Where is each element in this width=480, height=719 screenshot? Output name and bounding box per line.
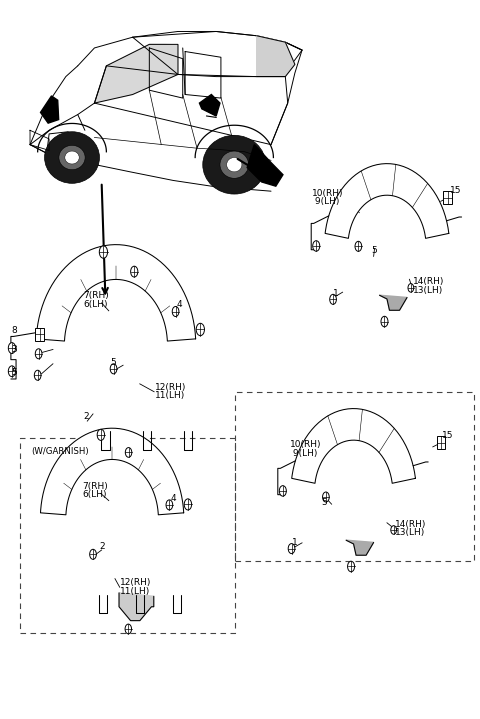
Bar xyxy=(444,191,452,204)
Polygon shape xyxy=(247,145,283,186)
Circle shape xyxy=(184,499,192,510)
Text: 11(LH): 11(LH) xyxy=(120,587,150,596)
Polygon shape xyxy=(30,114,85,145)
Text: 7(RH): 7(RH) xyxy=(83,482,108,490)
Polygon shape xyxy=(346,540,373,555)
Circle shape xyxy=(323,492,329,502)
Circle shape xyxy=(90,549,96,559)
Circle shape xyxy=(35,349,42,359)
Text: 14(RH): 14(RH) xyxy=(395,520,426,528)
Text: 5: 5 xyxy=(110,357,116,367)
Text: 4: 4 xyxy=(177,301,182,309)
Text: 9(LH): 9(LH) xyxy=(312,197,339,206)
Text: 10(RH): 10(RH) xyxy=(289,440,321,449)
Bar xyxy=(35,328,44,341)
Circle shape xyxy=(125,624,132,634)
Polygon shape xyxy=(40,96,59,123)
Polygon shape xyxy=(257,36,295,77)
Circle shape xyxy=(99,246,108,258)
Circle shape xyxy=(34,370,41,380)
Text: 4: 4 xyxy=(171,494,177,503)
Text: 14(RH): 14(RH) xyxy=(413,278,444,286)
Text: 10(RH): 10(RH) xyxy=(312,188,343,198)
Text: 5: 5 xyxy=(321,498,327,507)
Circle shape xyxy=(166,500,173,510)
Circle shape xyxy=(8,366,15,377)
Text: 13(LH): 13(LH) xyxy=(395,528,425,537)
Text: 15: 15 xyxy=(450,186,461,195)
Text: 6(LH): 6(LH) xyxy=(83,490,107,499)
Circle shape xyxy=(408,283,414,292)
Text: 7(RH): 7(RH) xyxy=(84,291,109,300)
Circle shape xyxy=(381,316,388,327)
Text: 2: 2 xyxy=(99,542,105,551)
Circle shape xyxy=(330,294,336,304)
Polygon shape xyxy=(36,244,196,341)
Text: 2: 2 xyxy=(84,412,89,421)
Text: 5: 5 xyxy=(11,367,17,377)
Polygon shape xyxy=(95,66,288,145)
Text: 15: 15 xyxy=(443,431,454,440)
Ellipse shape xyxy=(227,157,242,172)
Polygon shape xyxy=(119,593,154,620)
Text: 8: 8 xyxy=(11,326,17,335)
Circle shape xyxy=(196,324,204,336)
Circle shape xyxy=(279,485,287,496)
Text: 1: 1 xyxy=(333,289,339,298)
Circle shape xyxy=(172,306,179,316)
Text: 1: 1 xyxy=(291,538,297,547)
Polygon shape xyxy=(132,32,257,45)
Circle shape xyxy=(355,242,362,252)
Circle shape xyxy=(348,562,355,572)
Text: 6(LH): 6(LH) xyxy=(84,300,108,308)
Text: 12(RH): 12(RH) xyxy=(120,578,151,587)
Text: 13(LH): 13(LH) xyxy=(413,286,443,295)
Bar xyxy=(437,436,445,449)
Polygon shape xyxy=(40,429,184,515)
Ellipse shape xyxy=(203,135,266,194)
Text: (W/GARNISH): (W/GARNISH) xyxy=(32,447,89,456)
Circle shape xyxy=(312,241,320,251)
Circle shape xyxy=(8,343,15,354)
Circle shape xyxy=(110,364,117,374)
Polygon shape xyxy=(95,45,178,103)
Text: 9(LH): 9(LH) xyxy=(289,449,317,457)
Text: 3: 3 xyxy=(11,346,17,354)
Circle shape xyxy=(97,429,105,441)
Text: 11(LH): 11(LH) xyxy=(155,391,185,400)
Ellipse shape xyxy=(65,151,79,164)
Polygon shape xyxy=(199,94,220,116)
Circle shape xyxy=(131,266,138,277)
Polygon shape xyxy=(325,164,449,238)
Ellipse shape xyxy=(59,145,85,170)
Ellipse shape xyxy=(220,151,249,178)
Text: 12(RH): 12(RH) xyxy=(155,383,186,392)
Circle shape xyxy=(125,447,132,457)
Circle shape xyxy=(391,526,396,534)
Circle shape xyxy=(288,544,295,554)
Ellipse shape xyxy=(45,132,99,183)
Text: 5: 5 xyxy=(371,246,377,255)
Polygon shape xyxy=(380,296,407,311)
Polygon shape xyxy=(292,408,416,483)
